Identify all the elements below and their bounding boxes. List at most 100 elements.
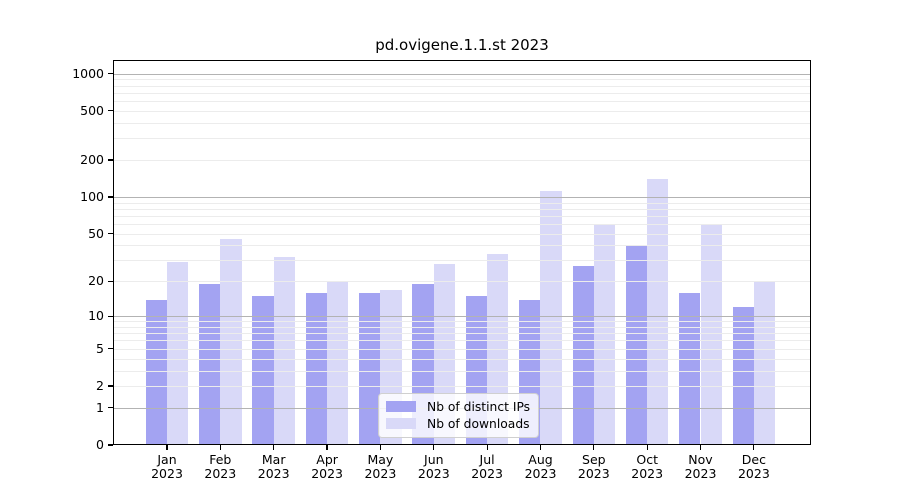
bar-distinct-ips-apr xyxy=(305,292,328,445)
gridline-minor-60 xyxy=(113,224,811,226)
x-tick-label-apr: Apr 2023 xyxy=(311,452,343,482)
gridline-minor-90 xyxy=(113,202,811,204)
y-tick-100 xyxy=(108,196,113,198)
y-tick-500 xyxy=(108,110,113,112)
gridline-minor-7 xyxy=(113,333,811,335)
plot-area: Nb of distinct IPs Nb of downloads xyxy=(113,60,811,445)
plot-frame xyxy=(113,60,811,445)
gridline-minor-80 xyxy=(113,208,811,210)
gridline-minor-3 xyxy=(113,370,811,372)
gridline-minor-800 xyxy=(113,85,811,87)
y-tick-label-1: 1 xyxy=(96,399,104,415)
bar-downloads-aug xyxy=(540,190,562,445)
bar-distinct-ips-feb xyxy=(199,284,221,445)
gridline-minor-900 xyxy=(113,79,811,81)
gridline-minor-70 xyxy=(113,215,811,217)
y-tick-label-100: 100 xyxy=(80,189,104,204)
bar-distinct-ips-may xyxy=(359,292,381,445)
gridline-minor-400 xyxy=(113,122,811,124)
y-tick-label-10: 10 xyxy=(88,308,104,324)
x-tick-jan xyxy=(166,445,168,450)
gridline-minor-6 xyxy=(113,340,811,342)
x-tick-label-jan: Jan 2023 xyxy=(151,452,183,482)
y-tick-20 xyxy=(108,280,113,282)
legend-swatch-distinct-ips-icon xyxy=(386,401,416,412)
x-tick-sep xyxy=(593,445,595,450)
chart-legend: Nb of distinct IPs Nb of downloads xyxy=(378,393,540,438)
y-tick-0 xyxy=(108,444,113,446)
x-tick-apr xyxy=(326,445,328,450)
gridline-minor-600 xyxy=(113,101,811,103)
x-tick-label-dec: Dec 2023 xyxy=(737,452,770,482)
x-tick-label-sep: Sep 2023 xyxy=(577,452,610,482)
x-tick-jul xyxy=(486,445,488,450)
x-tick-may xyxy=(379,445,381,450)
y-tick-10 xyxy=(108,315,113,317)
y-tick-1000 xyxy=(108,73,113,75)
gridline-major-10 xyxy=(113,316,811,318)
x-tick-aug xyxy=(539,445,542,450)
y-tick-label-200: 200 xyxy=(80,152,104,167)
x-tick-feb xyxy=(219,445,221,450)
chart-title: pd.ovigene.1.1.st 2023 xyxy=(375,36,549,54)
gridline-minor-500 xyxy=(113,110,811,112)
bar-downloads-dec xyxy=(753,281,776,445)
gridline-minor-50 xyxy=(113,233,811,235)
x-tick-label-aug: Aug 2023 xyxy=(524,452,557,482)
x-tick-label-feb: Feb 2023 xyxy=(204,452,237,482)
gridline-minor-8 xyxy=(113,326,811,328)
gridline-minor-2 xyxy=(113,386,811,387)
bar-distinct-ips-nov xyxy=(679,292,701,445)
bar-distinct-ips-sep xyxy=(572,265,594,445)
gridline-minor-9 xyxy=(113,321,811,323)
bar-downloads-nov xyxy=(700,224,722,445)
bar-downloads-feb xyxy=(220,239,242,445)
bar-downloads-jan xyxy=(167,262,189,445)
legend-item-distinct-ips: Nb of distinct IPs xyxy=(386,398,530,415)
gridline-minor-20 xyxy=(113,281,811,283)
gridline-major-1000 xyxy=(113,73,811,75)
x-tick-label-oct: Oct 2023 xyxy=(631,452,664,482)
gridline-minor-40 xyxy=(113,245,811,247)
gridline-minor-700 xyxy=(113,92,811,94)
x-tick-label-mar: Mar 2023 xyxy=(257,452,290,482)
x-tick-dec xyxy=(753,445,755,450)
y-tick-label-0: 0 xyxy=(96,437,104,452)
gridline-minor-30 xyxy=(113,260,811,262)
y-tick-label-1000: 1000 xyxy=(72,65,104,81)
bar-downloads-mar xyxy=(273,257,295,445)
x-tick-jun xyxy=(433,445,435,450)
x-tick-label-jun: Jun 2023 xyxy=(417,452,450,482)
y-tick-label-5: 5 xyxy=(96,340,104,356)
gridline-minor-5 xyxy=(113,348,811,350)
x-tick-mar xyxy=(273,445,275,450)
x-tick-oct xyxy=(646,445,648,450)
y-tick-200 xyxy=(108,159,113,161)
y-tick-label-50: 50 xyxy=(88,225,104,241)
grid-layer xyxy=(113,60,811,445)
x-tick-label-jul: Jul 2023 xyxy=(471,452,503,482)
x-tick-nov xyxy=(699,445,702,450)
y-tick-2 xyxy=(108,385,113,387)
legend-item-downloads: Nb of downloads xyxy=(386,415,530,432)
bar-distinct-ips-dec xyxy=(732,307,754,445)
y-tick-1 xyxy=(108,407,113,409)
bar-downloads-apr xyxy=(327,281,349,445)
y-tick-50 xyxy=(108,233,113,235)
gridline-minor-4 xyxy=(113,358,811,360)
legend-label-downloads: Nb of downloads xyxy=(427,416,530,431)
y-tick-5 xyxy=(108,348,113,350)
gridline-minor-300 xyxy=(113,138,811,140)
bar-downloads-sep xyxy=(593,224,616,445)
y-tick-label-20: 20 xyxy=(88,273,104,289)
bar-distinct-ips-oct xyxy=(625,245,648,445)
y-tick-label-500: 500 xyxy=(80,102,104,118)
gridline-minor-200 xyxy=(113,160,811,161)
gridline-major-100 xyxy=(113,197,811,198)
x-tick-label-nov: Nov 2023 xyxy=(684,452,717,482)
x-tick-label-may: May 2023 xyxy=(364,452,397,482)
y-tick-label-2: 2 xyxy=(96,378,104,393)
legend-label-distinct-ips: Nb of distinct IPs xyxy=(427,399,531,414)
legend-swatch-downloads-icon xyxy=(386,418,416,429)
